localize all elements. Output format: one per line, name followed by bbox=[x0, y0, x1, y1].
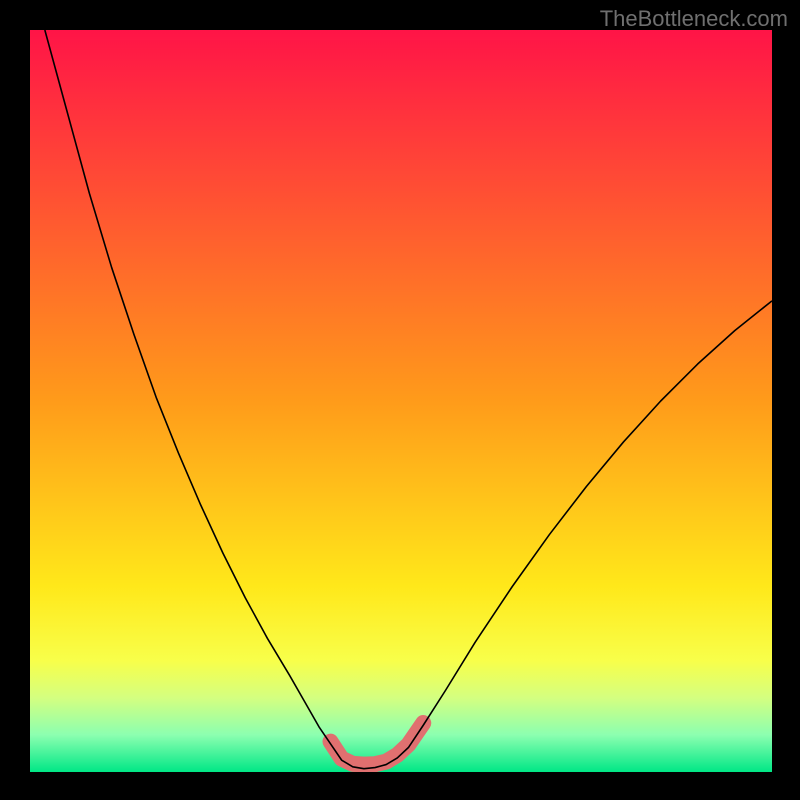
bottleneck-curve bbox=[45, 30, 772, 769]
highlight-band bbox=[331, 723, 424, 765]
chart-svg bbox=[30, 30, 772, 772]
chart-plot-area bbox=[30, 30, 772, 772]
watermark-text: TheBottleneck.com bbox=[600, 6, 788, 32]
